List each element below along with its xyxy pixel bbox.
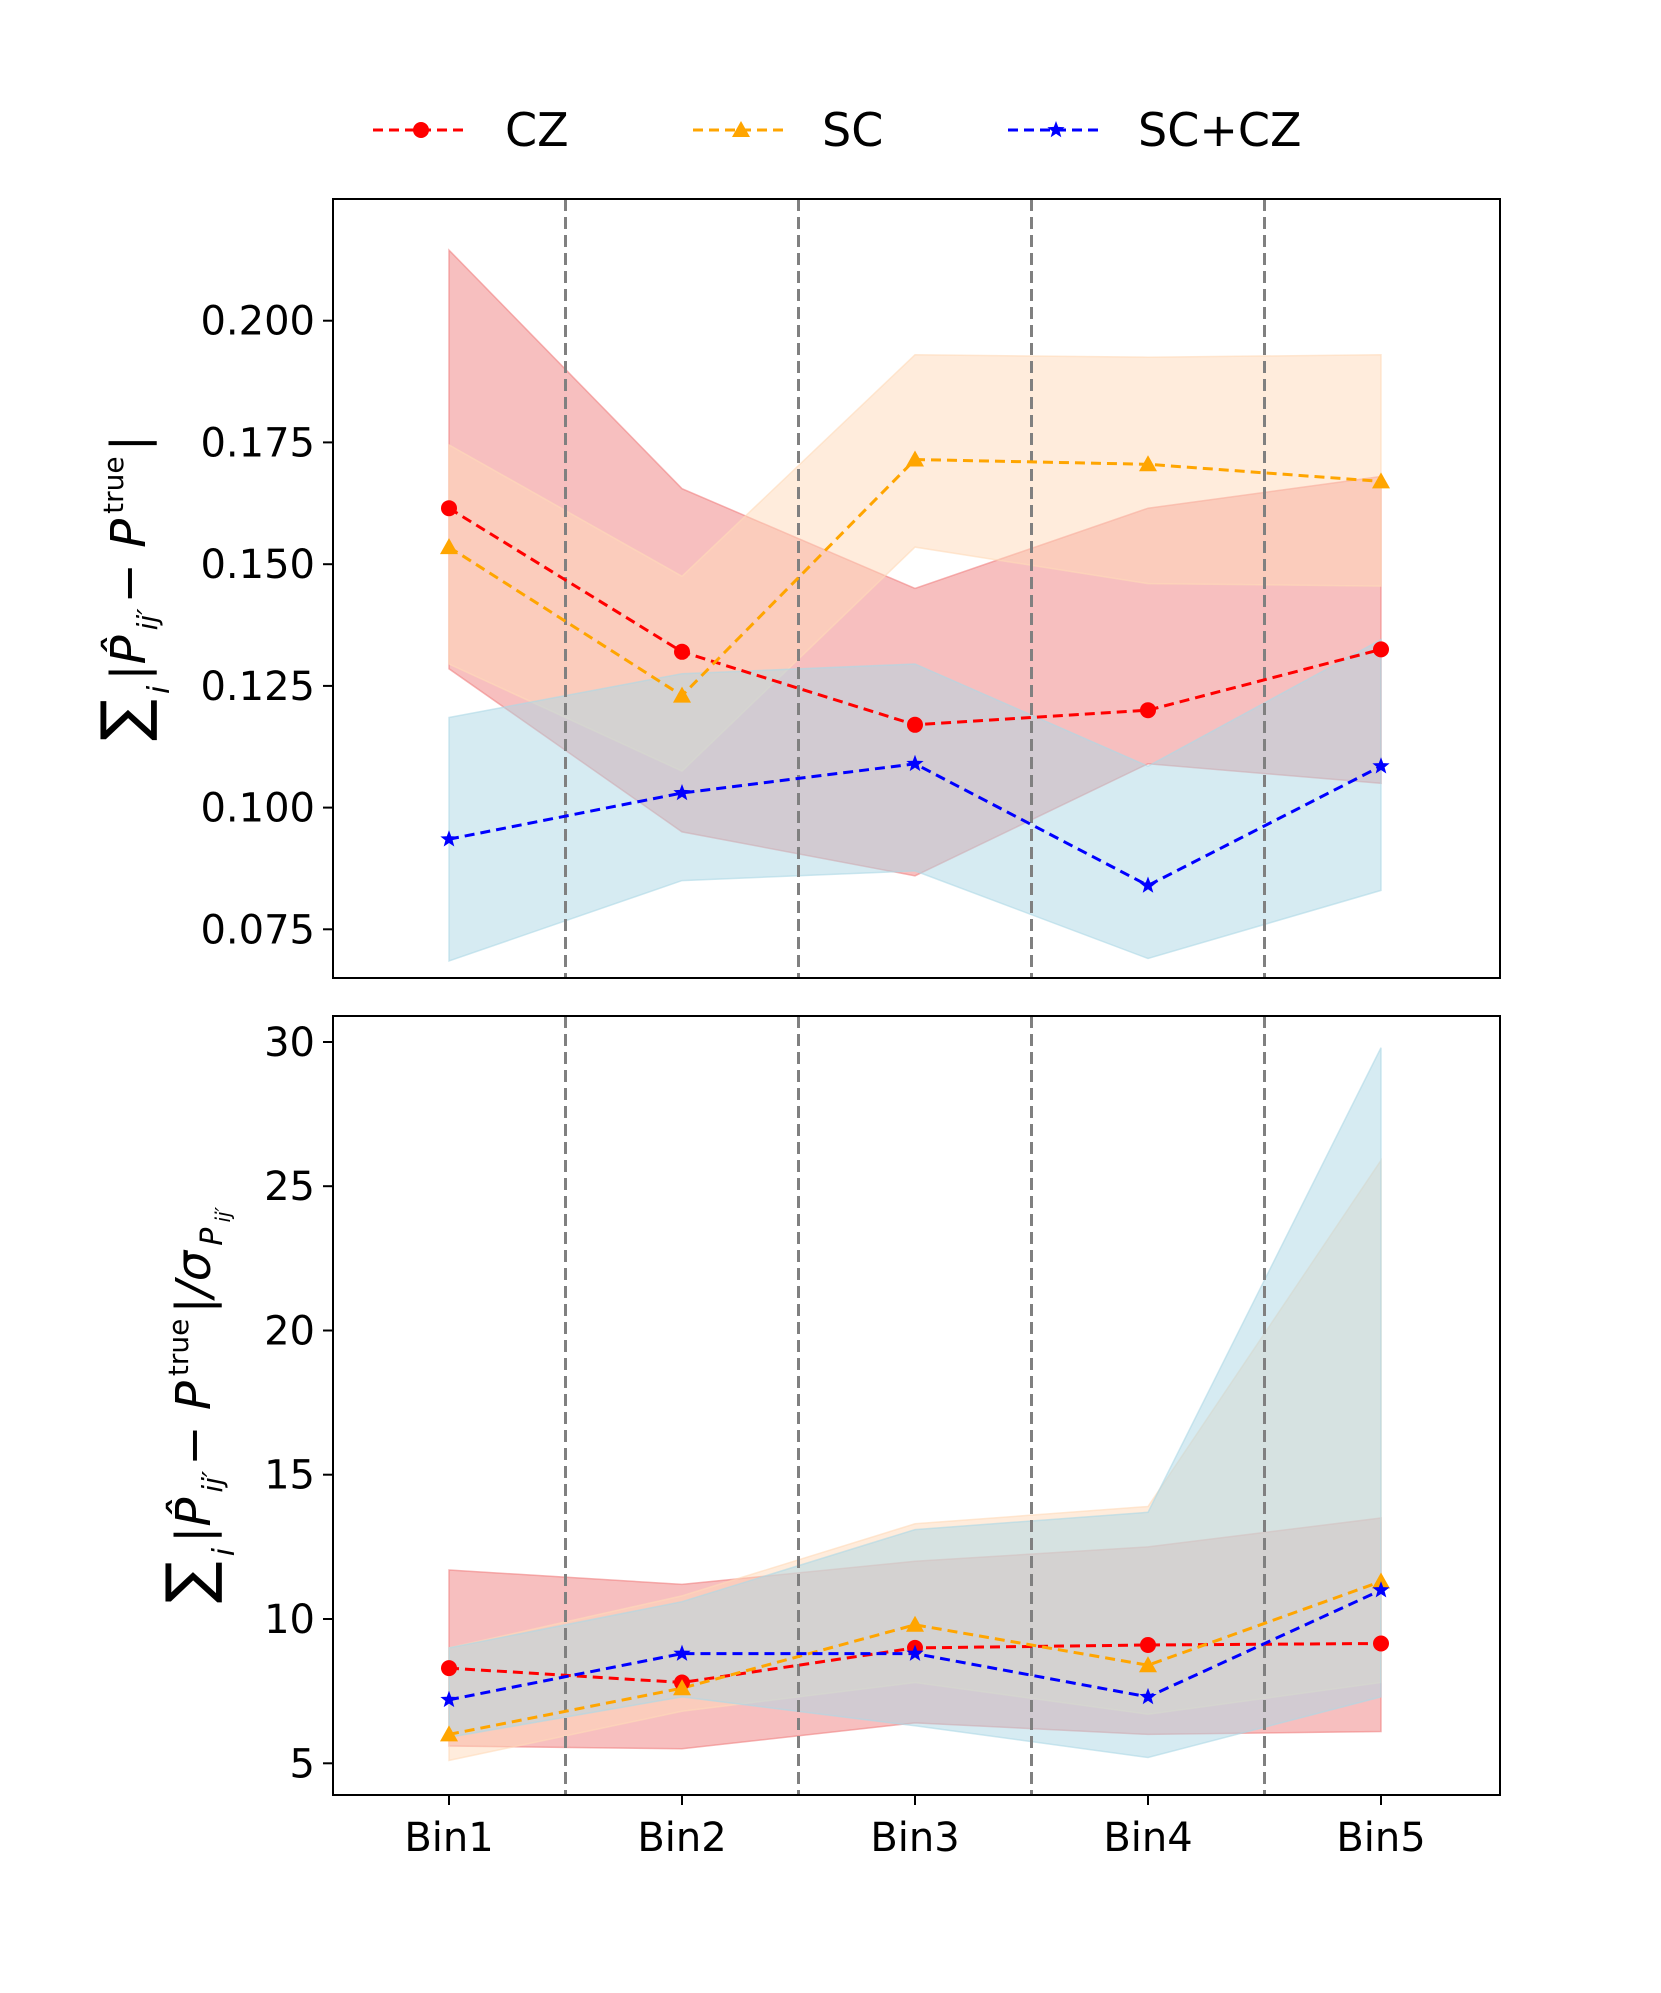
bottom-point-sc-cz-bin4 (1139, 1687, 1157, 1705)
bottom-point-sc-cz-bin2 (673, 1644, 691, 1661)
top-ytick-label: 0.150 (200, 542, 315, 588)
top-ytick-label: 0.125 (200, 664, 315, 710)
bottom-ytick-label: 20 (264, 1309, 315, 1355)
bottom-ylabel-sub-ijp: ij′ (196, 1470, 229, 1493)
top-ylabel-minus: − P (101, 519, 157, 603)
top-point-cz-bin2 (674, 643, 690, 660)
top-ylabel-sub-ijp: ij′ (131, 608, 164, 631)
bottom-ylabel: ∑ i |P̂ ij′ − P true |/σ P ij′ (152, 1206, 242, 1603)
top-point-sc-bin3 (906, 450, 924, 467)
top-y-ticks: 0.075 0.100 0.125 0.150 0.175 0.200 (200, 299, 333, 953)
legend-item-sc-cz: SC+CZ (1008, 103, 1302, 157)
top-ylabel-sup-true: true (97, 456, 130, 513)
bottom-xtick-label-bin2: Bin2 (637, 1815, 726, 1861)
bottom-point-sc-bin4 (1139, 1656, 1157, 1673)
bottom-ylabel-sum: ∑ (152, 1561, 225, 1603)
bottom-axes-frame (332, 1015, 1501, 1796)
bottom-ytick-label: 15 (264, 1453, 315, 1499)
bottom-point-sc-cz-bin1 (440, 1690, 458, 1708)
top-point-cz-bin1 (441, 500, 457, 517)
top-axes-frame (332, 198, 1501, 979)
bottom-point-sc-bin3 (906, 1615, 924, 1632)
bottom-ylabel-sub-i: i (207, 1547, 242, 1556)
top-point-sc-cz-bin5 (1372, 757, 1390, 774)
legend-marker-sc-cz (1047, 121, 1065, 138)
bottom-ytick-label: 10 (264, 1597, 315, 1643)
legend-label-sc-cz: SC+CZ (1138, 103, 1302, 157)
bottom-ylabel-sub-p-ijp: ij′ (211, 1206, 235, 1222)
top-point-sc-bin1 (440, 538, 458, 555)
top-series-markers (440, 450, 1390, 893)
bottom-point-sc-bin1 (440, 1725, 458, 1742)
top-point-sc-bin5 (1372, 472, 1390, 489)
bottom-ylabel-minus: − P (166, 1381, 222, 1465)
bottom-x-ticks: Bin1 Bin2 Bin3 Bin4 Bin5 (404, 1795, 1426, 1861)
bottom-ytick-label: 25 (264, 1164, 315, 1210)
top-point-sc-cz-bin2 (673, 784, 691, 801)
legend-label-sc: SC (822, 103, 883, 157)
top-ytick-label: 0.200 (200, 299, 315, 345)
top-ylabel-sum: ∑ (87, 699, 160, 741)
bottom-point-cz-bin4 (1140, 1637, 1156, 1653)
bottom-ylabel-close: |/σ (166, 1249, 222, 1313)
bottom-xtick-label-bin1: Bin1 (404, 1815, 493, 1861)
bottom-point-sc-cz-bin5 (1372, 1581, 1390, 1598)
bottom-bin-dividers (564, 1016, 1266, 1795)
top-ytick-label: 0.175 (200, 420, 315, 466)
legend-marker-sc (732, 121, 750, 137)
bottom-y-ticks: 5 10 15 20 25 30 (264, 1020, 333, 1787)
panel-top: 0.075 0.100 0.125 0.150 0.175 0.200 ∑ i |P̂ i… (87, 198, 1501, 979)
bottom-series-markers (440, 1572, 1390, 1742)
bottom-point-cz-bin5 (1373, 1635, 1389, 1652)
legend-label-cz: CZ (505, 103, 569, 157)
top-ylabel-body: |P̂ (99, 635, 157, 680)
top-point-sc-cz-bin1 (440, 830, 458, 847)
top-ytick-label: 0.100 (200, 786, 315, 832)
top-point-cz-bin4 (1140, 702, 1156, 719)
bottom-band-sc-cz (448, 1047, 1382, 1759)
legend-marker-cz (413, 122, 429, 138)
top-point-sc-cz-bin4 (1139, 876, 1157, 893)
bottom-ytick-label: 30 (264, 1020, 315, 1066)
bottom-ylabel-body: |P̂ (164, 1498, 222, 1543)
top-ylabel-close: | (101, 435, 157, 451)
top-point-sc-bin4 (1139, 455, 1157, 472)
top-point-sc-cz-bin3 (906, 754, 924, 772)
bottom-xtick-label-bin3: Bin3 (870, 1815, 959, 1861)
legend-item-sc: SC (693, 103, 883, 157)
bottom-ylabel-sup-true: true (162, 1319, 195, 1376)
top-bin-dividers (564, 199, 1266, 978)
bottom-point-cz-bin1 (441, 1660, 457, 1677)
top-ytick-label: 0.075 (200, 907, 315, 953)
top-error-bands (448, 248, 1382, 963)
bottom-xtick-label-bin4: Bin4 (1103, 1815, 1192, 1861)
bottom-ytick-label: 5 (290, 1741, 315, 1787)
top-point-cz-bin5 (1373, 641, 1389, 658)
panel-bottom: 5 10 15 20 25 30 Bin1 Bin2 Bin3 Bin4 Bin5 ∑ i |P̂… (152, 1015, 1501, 1861)
legend-item-cz: CZ (373, 103, 569, 157)
bottom-point-sc-cz-bin3 (906, 1644, 924, 1661)
legend: CZ SC SC+CZ (373, 103, 1302, 157)
top-point-cz-bin3 (907, 716, 923, 733)
bottom-ylabel-sub-p: P (195, 1227, 230, 1246)
top-ylabel: ∑ i |P̂ ij′ − P true | (87, 435, 177, 741)
bottom-point-sc-bin2 (673, 1679, 691, 1696)
bottom-xtick-label-bin5: Bin5 (1336, 1815, 1425, 1861)
top-point-sc-bin2 (673, 686, 691, 703)
bottom-point-sc-bin5 (1372, 1572, 1390, 1589)
top-ylabel-sub-i: i (142, 685, 177, 694)
